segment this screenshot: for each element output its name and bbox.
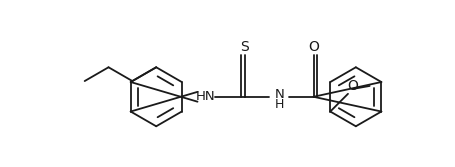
Text: S: S — [240, 40, 248, 54]
Text: H: H — [274, 98, 283, 111]
Text: HN: HN — [195, 90, 215, 103]
Text: N: N — [273, 88, 283, 101]
Text: O: O — [347, 79, 358, 93]
Text: O: O — [308, 40, 318, 54]
